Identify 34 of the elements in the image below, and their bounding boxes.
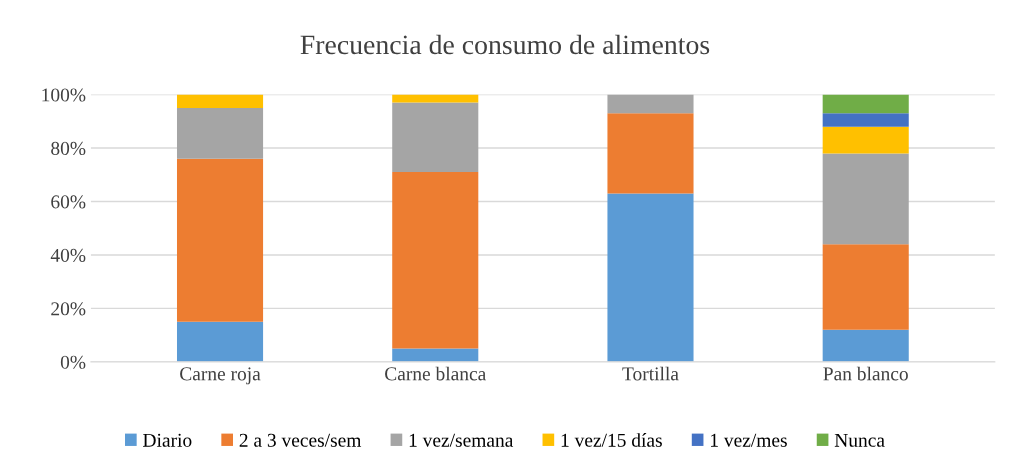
legend-label: 2 a 3 veces/sem xyxy=(239,433,362,447)
bar xyxy=(176,107,264,159)
y-tick-label: 60% xyxy=(51,195,86,209)
x-tick-label: Carne roja xyxy=(180,367,261,385)
bar xyxy=(392,94,479,103)
bar xyxy=(176,321,264,362)
bar xyxy=(822,113,909,127)
x-tick-label: Carne blanca xyxy=(385,366,487,381)
bar xyxy=(822,244,909,330)
y-tick-label: 0% xyxy=(60,355,86,369)
bar xyxy=(607,193,694,362)
bar xyxy=(822,329,909,362)
x-tick-label: Pan blanco xyxy=(823,366,908,381)
legend-label: Nunca xyxy=(834,433,885,447)
bar xyxy=(607,94,694,114)
bar xyxy=(822,153,909,245)
bar xyxy=(822,126,909,154)
y-tick-label: 100% xyxy=(42,88,86,102)
bar xyxy=(392,172,479,349)
legend-label: Diario xyxy=(143,433,192,447)
x-tick-label: Tortilla xyxy=(622,366,679,381)
y-tick-label: 40% xyxy=(50,248,86,262)
y-tick-label: 80% xyxy=(51,141,86,156)
bar xyxy=(392,348,479,362)
bar xyxy=(176,158,264,322)
bar xyxy=(176,94,264,108)
legend-label: 1 vez/mes xyxy=(711,433,787,447)
bar xyxy=(392,102,479,173)
y-tick-label: 20% xyxy=(51,302,86,316)
bar xyxy=(822,94,909,114)
legend-label: 1 vez/semana xyxy=(409,433,514,447)
bar xyxy=(607,113,694,194)
legend-label: 1 vez/15 días xyxy=(561,433,662,447)
chart-title: Frecuencia de consumo de alimentos xyxy=(300,34,710,55)
